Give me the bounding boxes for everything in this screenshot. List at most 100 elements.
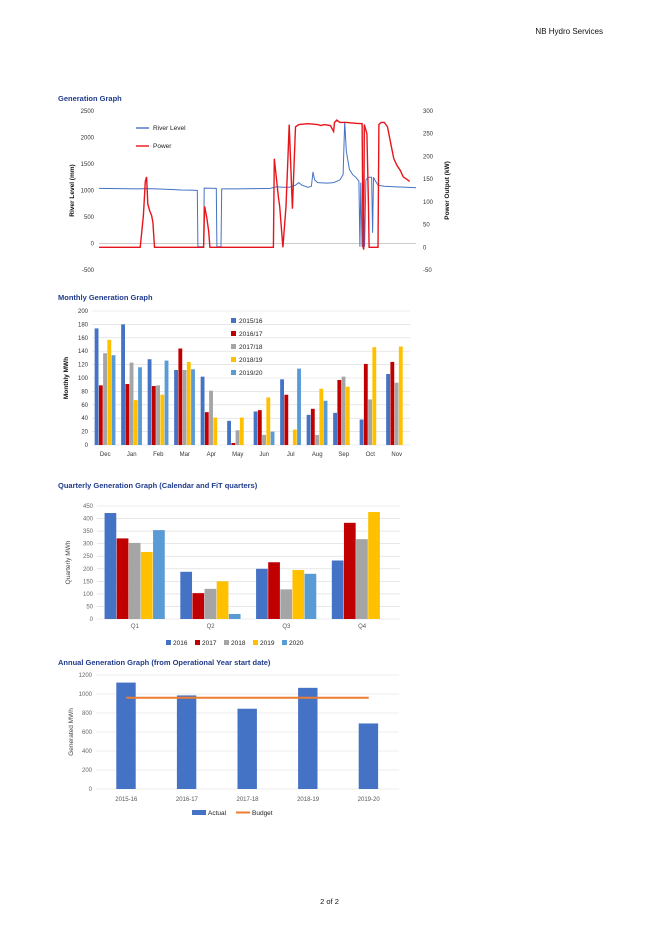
y2-tick-label: 300 [423, 109, 434, 115]
y-tick-label: 250 [83, 554, 94, 560]
bar [213, 417, 218, 445]
x-tick-label: May [232, 452, 243, 458]
y-tick-label: 20 [81, 430, 88, 436]
y-tick-label: 180 [78, 322, 89, 328]
bar [235, 430, 240, 445]
bar [292, 570, 305, 619]
bar [368, 512, 380, 619]
bar [266, 397, 271, 445]
bar [368, 399, 372, 445]
y2-tick-label: 50 [423, 223, 430, 229]
x-tick-label: Q1 [131, 624, 140, 630]
y-axis-title: River Level (mm) [69, 164, 76, 216]
bar [257, 410, 262, 445]
bar [390, 361, 395, 445]
legend-label: 2019/20 [239, 370, 263, 377]
y2-tick-label: 250 [423, 132, 434, 138]
bar [262, 434, 266, 445]
y-tick-label: 50 [86, 604, 93, 610]
bar [111, 355, 116, 445]
bar [343, 522, 356, 619]
y-tick-label: 1000 [81, 189, 95, 195]
y-tick-label: 100 [83, 592, 94, 598]
bar [292, 429, 297, 445]
x-tick-label: Jul [287, 452, 295, 458]
bar [121, 324, 125, 445]
page-number: 2 of 2 [320, 897, 339, 906]
y-tick-label: 200 [83, 567, 94, 573]
monthly-graph-title: Monthly Generation Graph [58, 293, 153, 302]
y-tick-label: 350 [83, 529, 94, 535]
bar [372, 347, 377, 445]
legend-swatch [166, 640, 171, 645]
y-tick-label: 500 [84, 215, 95, 221]
bar [98, 385, 103, 445]
legend-swatch [282, 640, 287, 645]
x-tick-label: Mar [180, 452, 190, 458]
y-tick-label: 120 [78, 363, 89, 369]
bar [394, 382, 399, 445]
bar [209, 390, 213, 445]
bar [204, 588, 217, 619]
x-tick-label: Aug [312, 452, 323, 458]
y-tick-label: 400 [82, 749, 93, 755]
bar [270, 431, 275, 445]
legend-label-budget: Budget [252, 810, 273, 817]
bar [363, 363, 368, 445]
legend-label-actual: Actual [208, 810, 227, 817]
y-axis-title: Monthly MWh [63, 357, 70, 399]
y-tick-label: 450 [83, 504, 94, 510]
bar [227, 420, 231, 445]
legend-label: 2017/18 [239, 344, 263, 351]
x-tick-label: 2017-18 [236, 797, 259, 803]
generation-chart: -50005001000150020002500-500501001502002… [69, 109, 451, 274]
y-tick-label: 1000 [79, 692, 93, 698]
quarterly-chart: 0 50 100 150 200 250 300 350 400 450 Q1 Q2 Q3 Q4 Quart… [65, 504, 400, 647]
bar [280, 379, 284, 445]
x-tick-label: 2015-16 [115, 797, 138, 803]
y-axis-title: Generated MWh [68, 708, 75, 756]
y-tick-label: 60 [81, 403, 88, 409]
y2-tick-label: -50 [423, 268, 432, 274]
y-tick-label: 2000 [81, 136, 95, 142]
bar [125, 384, 130, 445]
bar [359, 419, 364, 445]
y2-axis-title: Power Output (kW) [444, 161, 451, 220]
bar [356, 539, 368, 619]
y-tick-label: 200 [82, 768, 93, 774]
y-tick-label: 0 [91, 242, 95, 248]
bar [323, 400, 328, 445]
bar [310, 408, 315, 445]
bar [256, 568, 268, 619]
series-line-power [99, 119, 411, 250]
bar [253, 411, 258, 445]
legend-label: River Level [153, 125, 186, 132]
bar [103, 353, 107, 445]
y-tick-label: 1500 [81, 162, 95, 168]
bar [94, 328, 99, 445]
y-tick-label: 2500 [81, 109, 95, 115]
bar [153, 530, 165, 619]
bar [116, 682, 136, 789]
bar [156, 385, 160, 445]
y-tick-label: 300 [83, 542, 94, 548]
bar [268, 562, 280, 619]
bar [306, 414, 311, 445]
y2-tick-label: 0 [423, 245, 427, 251]
bar [186, 361, 191, 445]
bar [345, 386, 350, 445]
bar [319, 388, 324, 445]
bar [216, 581, 229, 619]
bar [107, 339, 112, 445]
bar [331, 560, 344, 619]
bar [200, 376, 205, 445]
y2-tick-label: 200 [423, 154, 434, 160]
bar [315, 434, 319, 445]
annual-graph-title: Annual Generation Graph (from Operationa… [58, 658, 271, 667]
x-tick-label: Nov [391, 452, 402, 458]
bar [140, 551, 153, 619]
bar [192, 593, 205, 619]
bar [298, 687, 318, 789]
x-tick-label: Jan [127, 452, 137, 458]
y-tick-label: 200 [78, 309, 89, 315]
